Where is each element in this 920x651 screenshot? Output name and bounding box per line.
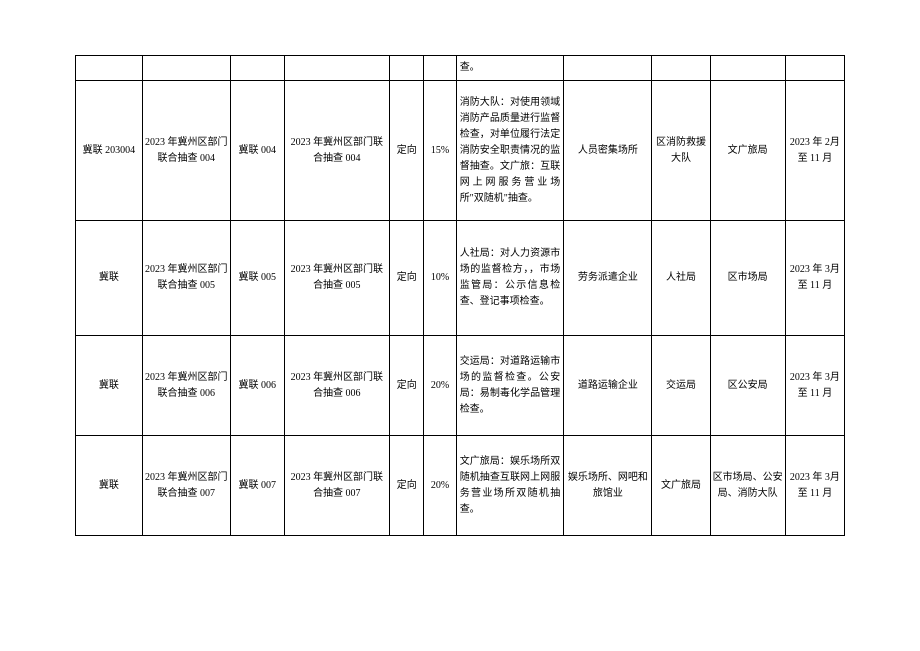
cell bbox=[652, 56, 710, 81]
inspection-table: 查。 冀联 203004 2023 年冀州区部门联合抽查 004 冀联 004 … bbox=[75, 55, 845, 536]
cell: 10% bbox=[424, 221, 456, 336]
cell: 消防大队：对使用领域消防产品质量进行监督检查，对单位履行法定消防安全职责情况的监… bbox=[456, 81, 564, 221]
cell: 定向 bbox=[390, 221, 424, 336]
cell: 定向 bbox=[390, 436, 424, 536]
cell: 15% bbox=[424, 81, 456, 221]
cell: 冀联 bbox=[76, 436, 143, 536]
cell: 人社局：对人力资源市场的监督检方，，市场监管局：公示信息检查、登记事项检查。 bbox=[456, 221, 564, 336]
cell: 冀联 004 bbox=[230, 81, 284, 221]
cell: 20% bbox=[424, 336, 456, 436]
cell bbox=[390, 56, 424, 81]
cell bbox=[710, 56, 785, 81]
cell: 2023 年 3月至 11 月 bbox=[785, 336, 844, 436]
table-row-fragment: 查。 bbox=[76, 56, 845, 81]
cell: 娱乐场所、网吧和旅馆业 bbox=[564, 436, 652, 536]
cell: 冀联 006 bbox=[230, 336, 284, 436]
cell: 冀联 005 bbox=[230, 221, 284, 336]
cell bbox=[142, 56, 230, 81]
cell: 区市场局 bbox=[710, 221, 785, 336]
cell bbox=[424, 56, 456, 81]
cell: 区市场局、公安局、消防大队 bbox=[710, 436, 785, 536]
cell: 交运局 bbox=[652, 336, 710, 436]
cell: 2023 年冀州区部门联合抽查 006 bbox=[284, 336, 389, 436]
cell: 2023 年冀州区部门联合抽查 004 bbox=[284, 81, 389, 221]
cell bbox=[785, 56, 844, 81]
cell: 2023 年冀州区部门联合抽查 006 bbox=[142, 336, 230, 436]
cell: 交运局：对道路运输市场的监督检查。公安局：易制毒化学品管理检查。 bbox=[456, 336, 564, 436]
cell bbox=[284, 56, 389, 81]
cell: 查。 bbox=[456, 56, 564, 81]
cell: 区公安局 bbox=[710, 336, 785, 436]
cell: 2023 年冀州区部门联合抽查 007 bbox=[284, 436, 389, 536]
cell: 2023 年冀州区部门联合抽查 004 bbox=[142, 81, 230, 221]
table-row: 冀联 2023 年冀州区部门联合抽查 007 冀联 007 2023 年冀州区部… bbox=[76, 436, 845, 536]
cell: 劳务派遣企业 bbox=[564, 221, 652, 336]
cell: 2023 年冀州区部门联合抽查 005 bbox=[284, 221, 389, 336]
table-row: 冀联 2023 年冀州区部门联合抽查 006 冀联 006 2023 年冀州区部… bbox=[76, 336, 845, 436]
cell: 2023 年 3月至 11 月 bbox=[785, 436, 844, 536]
cell: 20% bbox=[424, 436, 456, 536]
table-row: 冀联 203004 2023 年冀州区部门联合抽查 004 冀联 004 202… bbox=[76, 81, 845, 221]
cell: 文广旅局 bbox=[652, 436, 710, 536]
cell: 冀联 007 bbox=[230, 436, 284, 536]
cell: 冀联 bbox=[76, 336, 143, 436]
cell: 文广旅局 bbox=[710, 81, 785, 221]
cell: 2023 年冀州区部门联合抽查 007 bbox=[142, 436, 230, 536]
cell: 定向 bbox=[390, 336, 424, 436]
cell: 文广旅局：娱乐场所双随机抽查互联网上网服务营业场所双随机抽查。 bbox=[456, 436, 564, 536]
cell: 人员密集场所 bbox=[564, 81, 652, 221]
cell: 2023 年 2月至 11 月 bbox=[785, 81, 844, 221]
cell bbox=[76, 56, 143, 81]
cell: 2023 年冀州区部门联合抽查 005 bbox=[142, 221, 230, 336]
cell: 人社局 bbox=[652, 221, 710, 336]
cell: 冀联 203004 bbox=[76, 81, 143, 221]
cell: 定向 bbox=[390, 81, 424, 221]
cell: 冀联 bbox=[76, 221, 143, 336]
table-row: 冀联 2023 年冀州区部门联合抽查 005 冀联 005 2023 年冀州区部… bbox=[76, 221, 845, 336]
cell: 道路运输企业 bbox=[564, 336, 652, 436]
cell: 区消防救援大队 bbox=[652, 81, 710, 221]
cell: 2023 年 3月至 11 月 bbox=[785, 221, 844, 336]
cell bbox=[230, 56, 284, 81]
cell bbox=[564, 56, 652, 81]
